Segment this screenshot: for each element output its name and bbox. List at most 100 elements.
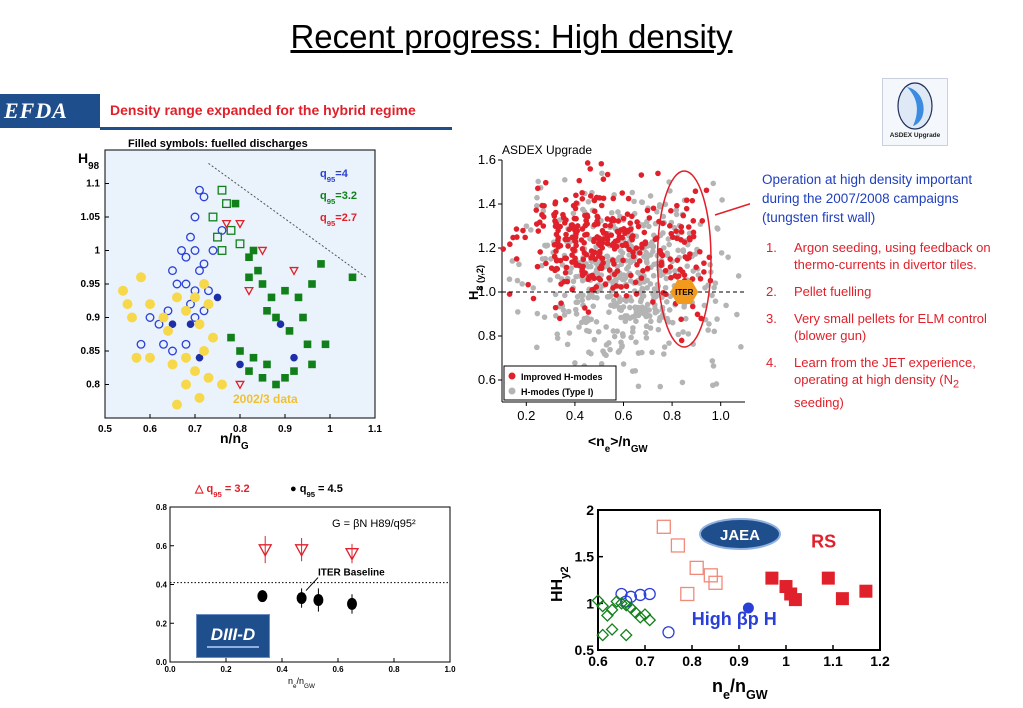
data-point	[690, 229, 697, 236]
data-point	[629, 189, 636, 196]
data-point	[615, 349, 622, 355]
data-point	[683, 205, 690, 212]
data-point	[217, 225, 227, 235]
data-point	[585, 309, 592, 315]
data-point	[580, 263, 586, 270]
data-point	[168, 346, 177, 356]
data-point	[554, 273, 561, 280]
data-point	[533, 207, 540, 213]
data-point	[603, 230, 609, 237]
data-point	[718, 250, 725, 256]
data-point	[551, 213, 558, 219]
data-point	[560, 307, 567, 313]
data-point	[535, 228, 542, 234]
data-point	[167, 359, 178, 370]
data-point	[540, 223, 547, 229]
data-point	[576, 324, 582, 330]
data-point	[611, 333, 618, 340]
data-point	[203, 299, 214, 310]
data-point	[644, 254, 651, 260]
data-point	[507, 241, 513, 248]
y-tick-label: 0.6	[478, 372, 496, 387]
data-point	[678, 223, 685, 230]
data-point	[603, 253, 610, 260]
data-point	[689, 560, 704, 576]
data-point	[272, 380, 280, 389]
data-point	[600, 260, 606, 266]
data-point	[765, 571, 779, 585]
data-point	[227, 333, 235, 342]
y-tick-label: 1.4	[478, 196, 496, 211]
data-point	[725, 254, 731, 260]
data-point	[578, 319, 585, 326]
data-point	[591, 336, 598, 343]
y-tick-label: 0.95	[81, 279, 101, 290]
data-point	[712, 280, 719, 286]
data-point	[634, 219, 640, 225]
data-point	[588, 263, 594, 270]
data-point	[258, 374, 267, 382]
data-point	[654, 209, 660, 215]
data-point	[609, 215, 616, 222]
data-point	[631, 198, 637, 205]
data-point	[159, 339, 168, 349]
data-point	[697, 248, 703, 255]
data-point	[299, 313, 307, 322]
data-point	[821, 571, 835, 585]
data-point	[226, 225, 236, 235]
data-point	[582, 212, 588, 219]
data-point	[637, 298, 644, 305]
data-point	[303, 340, 312, 349]
iter-label: ITER	[675, 288, 693, 297]
data-point	[199, 192, 209, 202]
data-point	[543, 260, 549, 267]
data-point	[194, 392, 205, 403]
data-point	[604, 216, 611, 222]
jet-logo: EFDA JET	[0, 94, 100, 157]
data-point	[660, 351, 667, 357]
data-point	[344, 548, 360, 561]
data-point	[633, 291, 640, 297]
jaea-logo: JAEA	[699, 518, 781, 550]
data-point	[673, 228, 679, 235]
data-point	[221, 220, 232, 229]
data-point	[181, 379, 191, 390]
data-point	[604, 171, 611, 178]
x-tick-label: 1.0	[712, 408, 730, 423]
y-tick-label: 0.8	[478, 328, 496, 343]
data-point	[620, 304, 627, 310]
data-point	[181, 339, 191, 349]
data-point	[236, 360, 244, 369]
data-point	[714, 226, 721, 232]
data-point	[513, 226, 520, 232]
asdex-intro-text: Operation at high density important duri…	[762, 172, 973, 225]
data-point	[186, 299, 195, 309]
data-point	[294, 293, 303, 302]
legend-entry: H-modes (Type I)	[521, 387, 593, 397]
data-point	[593, 319, 600, 325]
data-point	[611, 297, 617, 304]
trend-line	[208, 162, 367, 278]
data-point	[708, 575, 723, 590]
data-point	[674, 257, 681, 263]
series-label: RS	[811, 531, 836, 551]
data-point	[574, 299, 581, 306]
data-point	[500, 246, 507, 252]
data-point	[537, 249, 544, 255]
data-point	[195, 266, 204, 276]
data-point	[642, 305, 648, 312]
x-tick-label: 0.8	[388, 665, 400, 674]
data-point	[172, 399, 182, 410]
data-point	[685, 224, 692, 230]
data-point	[217, 185, 227, 195]
y-tick-label: 1	[586, 595, 594, 611]
data-point	[712, 298, 719, 304]
y-tick-label: 0.85	[81, 346, 101, 357]
data-point	[535, 178, 541, 185]
data-point	[587, 193, 594, 199]
data-point	[565, 308, 572, 315]
data-point	[603, 342, 610, 348]
data-point	[619, 628, 633, 642]
data-point	[563, 231, 569, 238]
data-point	[321, 340, 330, 349]
